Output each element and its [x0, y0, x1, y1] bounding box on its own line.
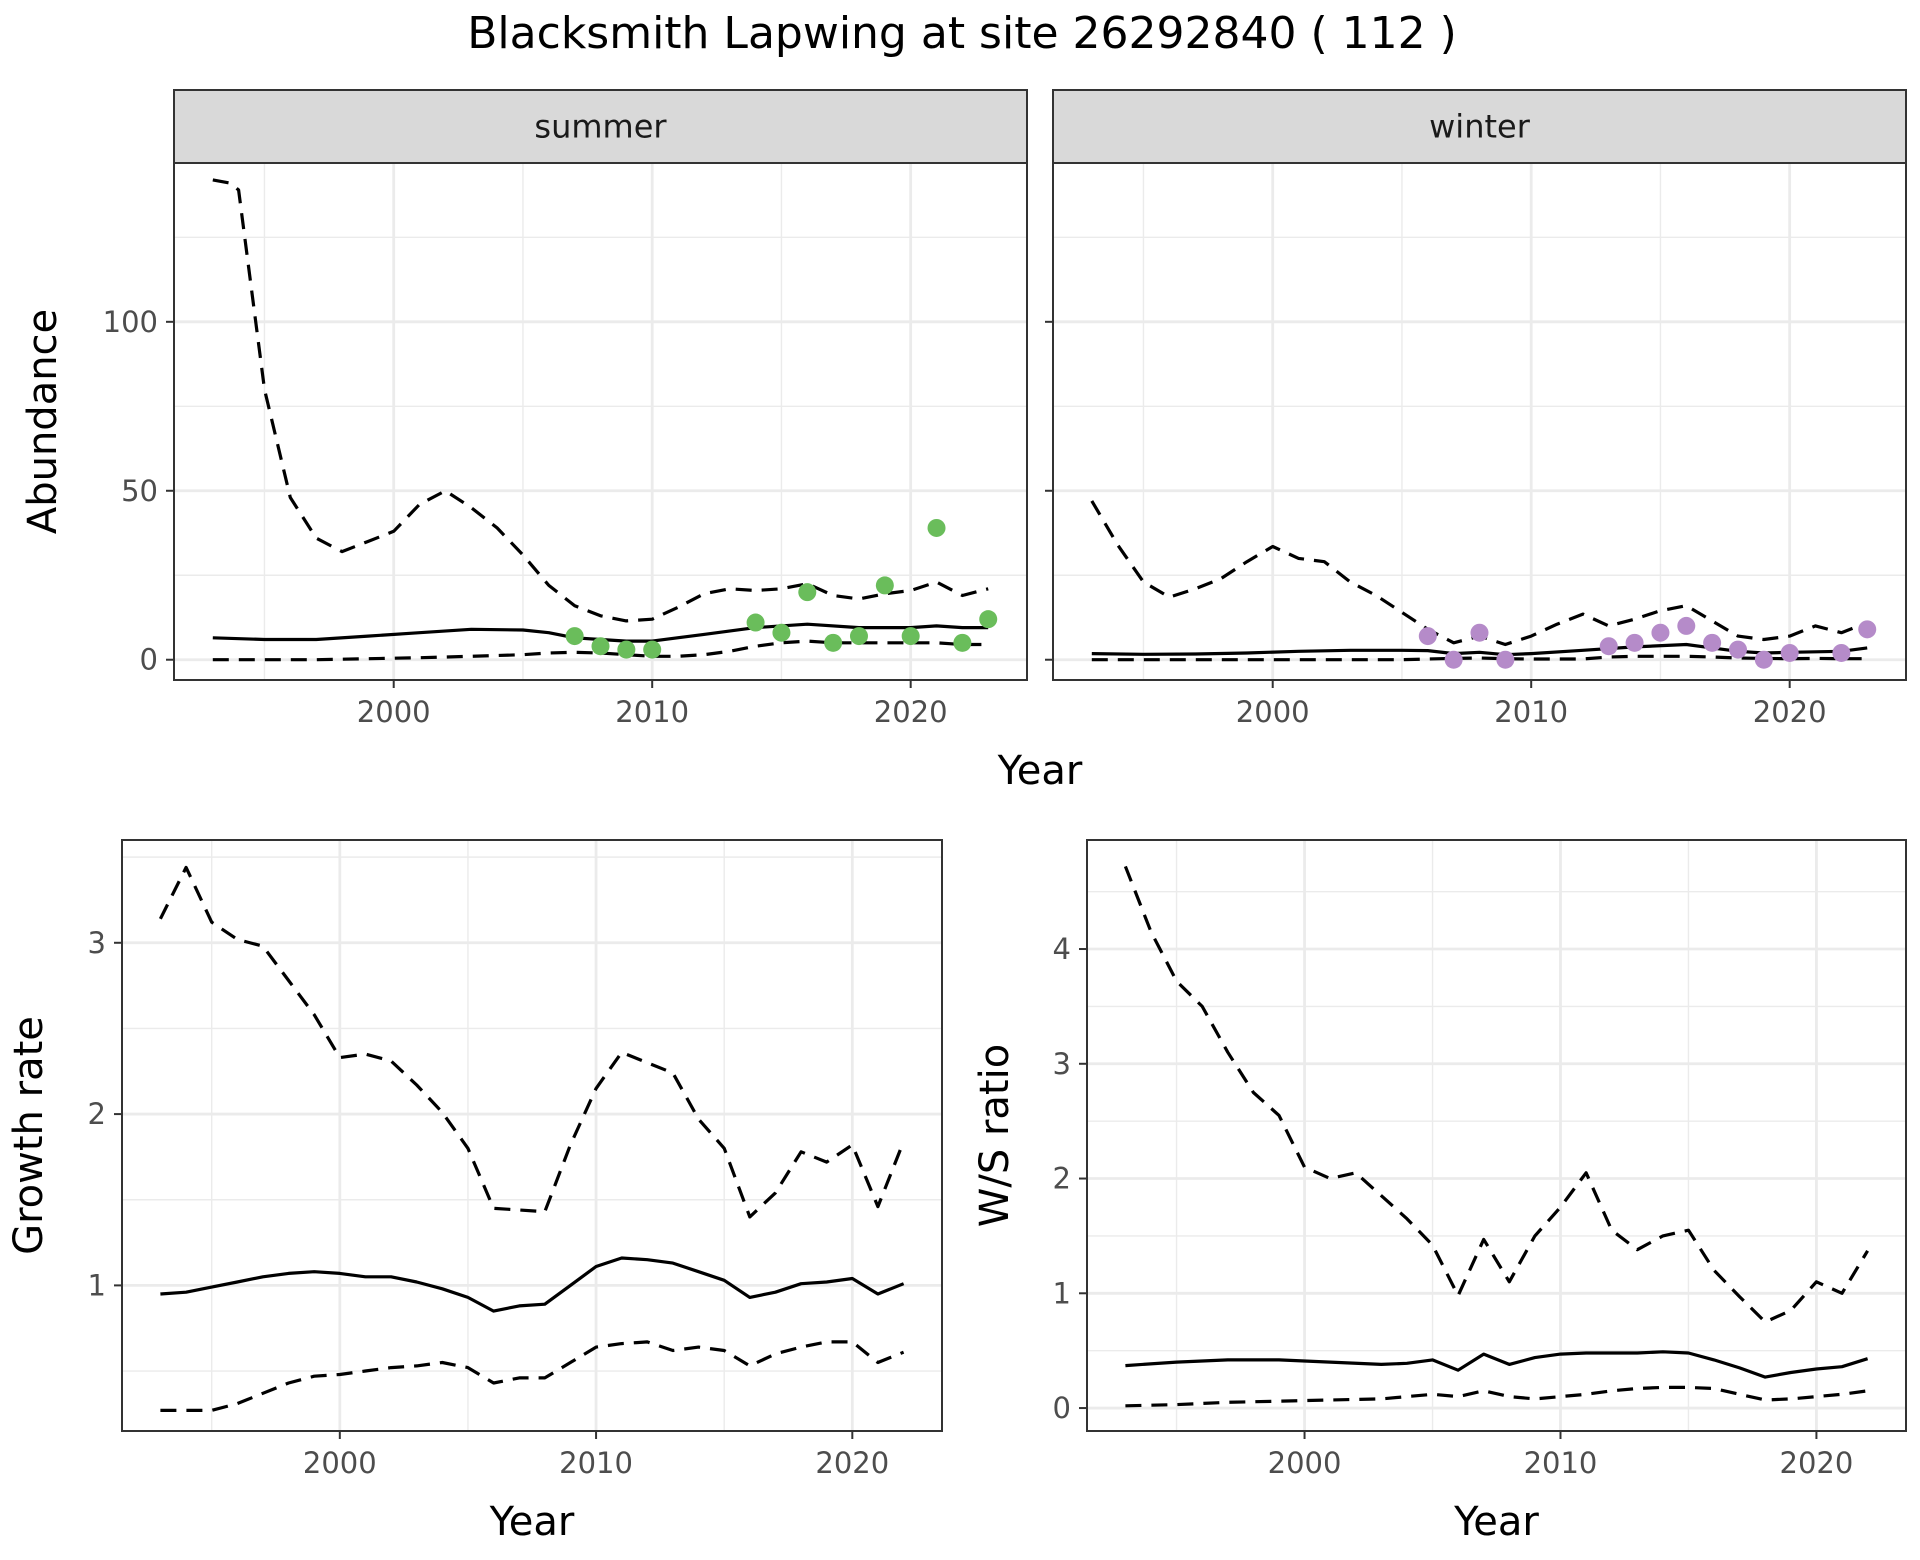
- upper-bound-line: [1123, 865, 1869, 1324]
- facet-strip: [173, 89, 1028, 164]
- x-tick-label: 2000: [1236, 695, 1310, 729]
- y-tick-label: 4: [1053, 932, 1071, 966]
- upper-bound-line: [212, 178, 989, 623]
- y-axis-title: W/S ratio: [972, 1044, 1018, 1227]
- x-tick-label: 2010: [559, 1446, 633, 1480]
- x-tick-label: 2020: [874, 695, 948, 729]
- x-tick-label: 2000: [357, 695, 431, 729]
- observed-point: [1625, 633, 1644, 652]
- observed-point: [1677, 616, 1696, 635]
- panel-growth: 2000 2010 2020 1 2 3 Year Growth rate: [6, 839, 943, 1545]
- panel-winter: winter 2000 2010 2020: [1045, 89, 1907, 729]
- y-tick-label: 3: [88, 926, 106, 960]
- x-tick-label: 2020: [1753, 695, 1827, 729]
- x-tick-label: 2020: [815, 1446, 889, 1480]
- observed-point: [849, 627, 868, 646]
- observed-point: [824, 633, 843, 652]
- y-tick-label: 0: [1053, 1391, 1071, 1425]
- x-tick-label: 2010: [1494, 695, 1568, 729]
- y-tick-label: 100: [103, 305, 158, 339]
- x-axis-title: Year: [1453, 1499, 1539, 1545]
- panel-background: [1053, 163, 1906, 680]
- observed-point: [979, 610, 998, 629]
- y-tick-label: 2: [1053, 1162, 1071, 1196]
- y-tick-label: 3: [1053, 1047, 1071, 1081]
- observed-point: [1444, 650, 1463, 669]
- mean-line: [160, 1256, 905, 1313]
- x-tick-label: 2000: [1268, 1446, 1342, 1480]
- panel-background: [1087, 840, 1906, 1431]
- observed-point: [1599, 637, 1618, 656]
- observed-point: [1703, 633, 1722, 652]
- x-axis-title: Year: [489, 1499, 575, 1545]
- observed-point: [1496, 650, 1515, 669]
- observed-point: [772, 623, 791, 642]
- x-tick-label: 2000: [303, 1446, 377, 1480]
- observed-point: [901, 627, 920, 646]
- observed-point: [591, 637, 610, 656]
- facet-strip-label: summer: [534, 108, 667, 146]
- observed-point: [1858, 620, 1877, 639]
- panel-background: [122, 840, 942, 1431]
- observed-point: [927, 518, 946, 537]
- mean-line: [1125, 1350, 1869, 1379]
- observed-point: [953, 633, 972, 652]
- y-tick-label: 1: [1053, 1276, 1071, 1310]
- observed-point: [875, 576, 894, 595]
- observed-point: [643, 640, 662, 659]
- y-tick-label: 50: [121, 474, 158, 508]
- mean-line: [212, 622, 989, 643]
- observed-point: [617, 640, 636, 659]
- facet-strip-label: winter: [1429, 108, 1531, 146]
- facet-strip: [1052, 89, 1907, 164]
- y-tick-label: 0: [140, 643, 158, 677]
- observed-point: [1418, 627, 1437, 646]
- y-axis-title: Growth rate: [6, 1016, 52, 1255]
- observed-point: [1470, 623, 1489, 642]
- observed-point: [1832, 643, 1851, 662]
- x-tick-label: 2020: [1780, 1446, 1854, 1480]
- observed-point: [1651, 623, 1670, 642]
- observed-point: [746, 613, 765, 632]
- observed-point: [1728, 640, 1747, 659]
- upper-bound-line: [158, 865, 906, 1219]
- panel-ratio: 2000 2010 2020 0 1 2 3 4 Year W/S ratio: [972, 839, 1907, 1545]
- panel-background: [174, 163, 1027, 680]
- x-axis-title: Year: [997, 748, 1083, 794]
- observed-point: [1754, 650, 1773, 669]
- panel-summer: summer 2000 2010 2020 0 50 100: [103, 89, 1028, 729]
- panel-border: [1086, 839, 1907, 1432]
- y-tick-label: 2: [88, 1097, 106, 1131]
- y-tick-label: 1: [88, 1268, 106, 1302]
- observed-point: [565, 627, 584, 646]
- y-axis-title: Abundance: [20, 309, 66, 534]
- x-tick-label: 2010: [615, 695, 689, 729]
- observed-point: [798, 583, 817, 602]
- observed-point: [1780, 643, 1799, 662]
- x-tick-label: 2010: [1524, 1446, 1598, 1480]
- panel-border: [121, 839, 943, 1432]
- chart-title: Blacksmith Lapwing at site 26292840 ( 11…: [467, 8, 1456, 59]
